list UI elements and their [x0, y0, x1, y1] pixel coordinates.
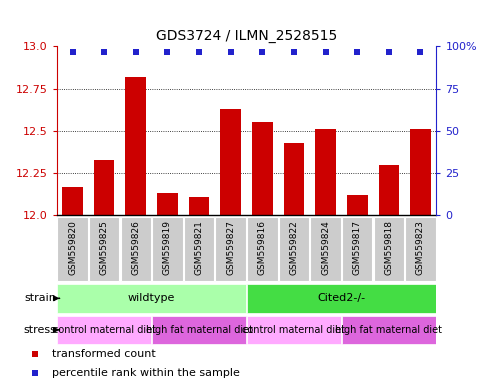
Bar [62, 187, 83, 215]
Text: GSM559821: GSM559821 [195, 220, 204, 275]
Title: GDS3724 / ILMN_2528515: GDS3724 / ILMN_2528515 [156, 29, 337, 43]
Text: GSM559823: GSM559823 [416, 220, 425, 275]
Bar [247, 217, 278, 281]
Bar [347, 195, 367, 215]
Bar [121, 217, 151, 281]
Bar [342, 217, 372, 281]
Bar [152, 217, 182, 281]
Bar [57, 217, 88, 281]
Text: GSM559826: GSM559826 [131, 220, 141, 275]
Bar [220, 109, 241, 215]
Bar [405, 217, 436, 281]
Bar [152, 316, 246, 344]
Bar [184, 217, 214, 281]
Text: GSM559816: GSM559816 [258, 220, 267, 275]
Text: GSM559819: GSM559819 [163, 220, 172, 275]
Text: wildtype: wildtype [128, 293, 176, 303]
Bar [126, 77, 146, 215]
Text: high fat maternal diet: high fat maternal diet [145, 325, 252, 335]
Bar [342, 316, 436, 344]
Bar [279, 217, 309, 281]
Bar [379, 165, 399, 215]
Text: transformed count: transformed count [52, 349, 155, 359]
Text: GSM559818: GSM559818 [385, 220, 393, 275]
Text: strain: strain [25, 293, 57, 303]
Text: stress: stress [24, 325, 57, 335]
Bar [247, 316, 341, 344]
Bar [316, 129, 336, 215]
Text: GSM559817: GSM559817 [352, 220, 362, 275]
Text: GSM559824: GSM559824 [321, 220, 330, 275]
Bar [57, 316, 151, 344]
Bar [311, 217, 341, 281]
Bar [247, 284, 436, 313]
Text: control maternal diet: control maternal diet [53, 325, 156, 335]
Text: percentile rank within the sample: percentile rank within the sample [52, 367, 240, 377]
Bar [89, 217, 119, 281]
Bar [215, 217, 246, 281]
Bar [410, 129, 431, 215]
Text: control maternal diet: control maternal diet [243, 325, 346, 335]
Bar [57, 284, 246, 313]
Text: GSM559825: GSM559825 [100, 220, 108, 275]
Text: GSM559827: GSM559827 [226, 220, 235, 275]
Text: GSM559822: GSM559822 [289, 220, 298, 275]
Bar [374, 217, 404, 281]
Bar [94, 160, 114, 215]
Text: GSM559820: GSM559820 [68, 220, 77, 275]
Bar [189, 197, 210, 215]
Bar [157, 194, 177, 215]
Bar [283, 143, 304, 215]
Text: Cited2-/-: Cited2-/- [317, 293, 365, 303]
Text: high fat maternal diet: high fat maternal diet [335, 325, 442, 335]
Bar [252, 122, 273, 215]
